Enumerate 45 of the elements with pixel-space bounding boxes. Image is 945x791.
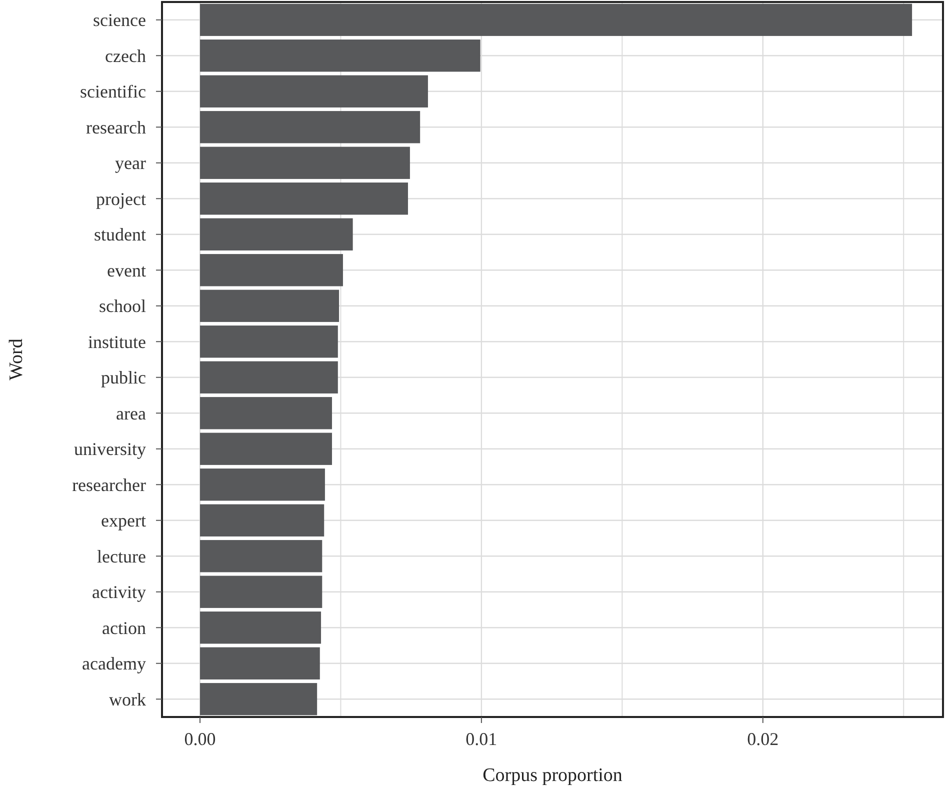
y-tick-label: year	[115, 153, 146, 174]
bar	[200, 111, 420, 144]
y-tick-label: science	[93, 10, 146, 30]
y-tick-label: university	[74, 439, 146, 460]
bar	[200, 146, 410, 179]
y-tick-label: student	[94, 224, 146, 245]
y-tick-label: project	[96, 188, 146, 209]
bar	[200, 40, 480, 72]
y-tick-label: academy	[82, 654, 146, 674]
bar	[200, 468, 325, 501]
y-axis-title: Word	[6, 338, 27, 380]
bar	[200, 75, 428, 108]
bar	[200, 326, 338, 358]
bar	[200, 647, 320, 680]
bar	[200, 182, 408, 215]
bar	[200, 432, 332, 465]
y-tick-label: school	[99, 296, 146, 316]
bar	[200, 683, 318, 716]
y-tick-label: work	[109, 689, 146, 710]
y-tick-label: area	[116, 403, 146, 424]
x-tick-label: 0.01	[466, 729, 498, 749]
y-tick-label: lecture	[97, 546, 146, 566]
bar	[200, 361, 338, 394]
y-tick-label: scientific	[80, 82, 146, 102]
y-tick-label: research	[86, 117, 146, 138]
bar	[200, 290, 340, 322]
bar	[200, 254, 343, 286]
x-tick-label: 0.02	[747, 729, 779, 749]
y-tick-label: public	[101, 368, 146, 388]
y-tick-label: action	[102, 618, 146, 638]
y-tick-label: event	[107, 260, 146, 280]
bar	[200, 576, 322, 608]
y-tick-label: researcher	[72, 474, 146, 495]
y-tick-label: czech	[105, 46, 146, 66]
y-tick-label: institute	[88, 332, 146, 352]
bar	[200, 612, 322, 644]
y-tick-label: activity	[92, 582, 146, 602]
y-tick-label: expert	[101, 510, 146, 531]
x-tick-label: 0.00	[184, 729, 216, 749]
bar	[200, 218, 353, 250]
bar	[200, 4, 912, 36]
x-axis-title: Corpus proportion	[482, 765, 623, 786]
bar	[200, 504, 324, 536]
bar	[200, 397, 332, 430]
bar	[200, 540, 322, 572]
